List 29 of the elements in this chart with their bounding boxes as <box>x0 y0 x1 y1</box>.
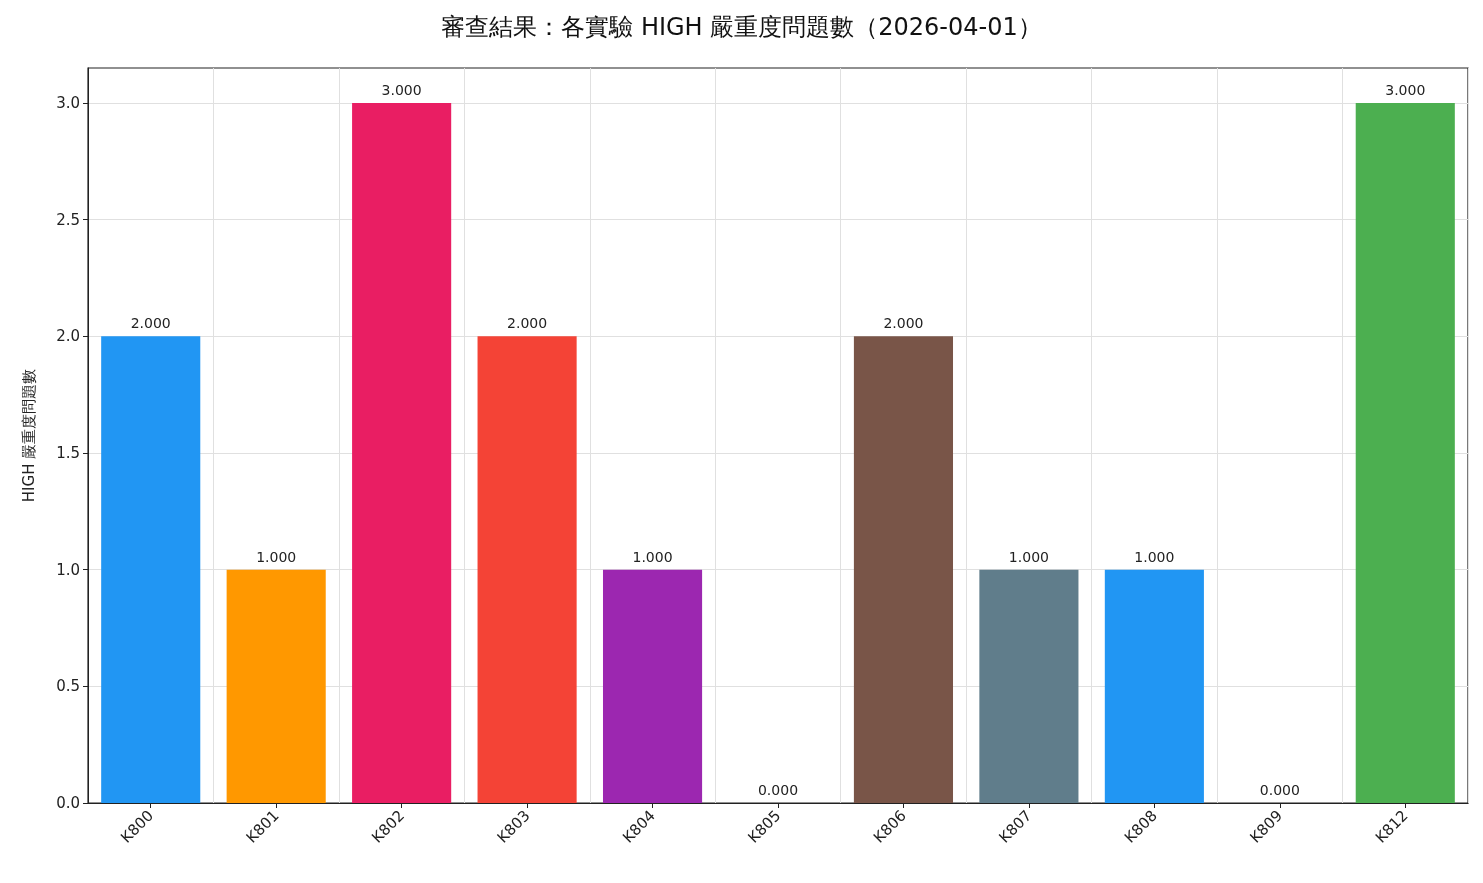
data-label: 2.000 <box>883 315 924 332</box>
y-tick-label: 1.5 <box>56 444 80 462</box>
data-label: 1.000 <box>632 548 673 565</box>
data-label: 1.000 <box>1134 548 1175 565</box>
y-axis-title: HIGH 嚴重度問題數 <box>19 368 38 503</box>
data-label: 2.000 <box>130 315 171 332</box>
data-label: 3.000 <box>381 82 422 98</box>
data-label: 1.000 <box>256 548 297 565</box>
data-label: 0.000 <box>757 782 799 798</box>
data-label: 2.000 <box>507 315 548 332</box>
bar <box>1355 103 1455 803</box>
bar <box>101 336 201 803</box>
bar <box>477 336 577 803</box>
data-label: 1.000 <box>1008 548 1049 565</box>
y-tick-label: 3.0 <box>56 94 80 112</box>
bar <box>352 103 452 803</box>
bar <box>853 336 954 803</box>
y-tick-label: 1.0 <box>56 560 80 579</box>
y-tick-label: 0.5 <box>56 677 80 696</box>
chart-title: 審查結果：各實驗 HIGH 嚴重度問題數（2026-04-01） <box>441 13 1042 41</box>
bar <box>226 569 326 803</box>
bar <box>979 569 1079 803</box>
bar <box>1104 569 1204 803</box>
bar <box>602 569 703 803</box>
data-label: 0.000 <box>1259 782 1300 798</box>
y-tick-label: 0.0 <box>56 794 80 812</box>
data-label: 3.000 <box>1385 82 1426 98</box>
y-tick-label: 2.5 <box>56 210 80 229</box>
y-tick-label: 2.0 <box>56 327 80 346</box>
